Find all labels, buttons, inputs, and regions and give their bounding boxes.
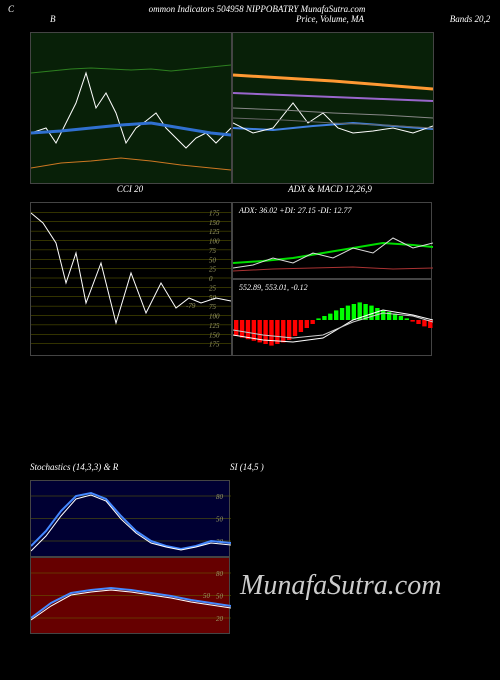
svg-text:150: 150	[209, 219, 220, 227]
svg-text:75: 75	[209, 247, 217, 255]
svg-text:50: 50	[216, 593, 224, 601]
svg-text:50: 50	[216, 516, 224, 524]
svg-text:0: 0	[209, 275, 213, 283]
header-title: ommon Indicators 504958 NIPPOBATRY Munaf…	[149, 4, 366, 14]
svg-text:100: 100	[209, 238, 220, 246]
svg-text:25: 25	[209, 284, 217, 292]
svg-text:20: 20	[216, 615, 224, 623]
rsi-title-area: SI (14,5 )	[230, 462, 490, 472]
svg-text:80: 80	[216, 570, 224, 578]
macd-hist-panel: 552.89, 553.01, -0.12	[232, 279, 432, 356]
svg-text:175: 175	[209, 341, 220, 349]
bands-title: Bands 20,2	[450, 14, 491, 24]
rsi-panel: 80 50 20 50	[30, 557, 230, 634]
cci-panel: 1751501251007550250255075100125150175-79	[30, 202, 232, 356]
stochastics-panel: 805020	[30, 480, 230, 557]
adx-panel: ADX: 36.02 +DI: 27.15 -DI: 12.77	[232, 202, 432, 279]
svg-text:50: 50	[209, 256, 217, 264]
cci-title: CCI 20	[117, 184, 143, 194]
header-left-char: C	[8, 4, 14, 14]
adx-macd-title: ADX & MACD 12,26,9	[288, 184, 372, 194]
price-ma-panel	[232, 32, 434, 184]
svg-text:80: 80	[216, 493, 224, 501]
svg-text:-79: -79	[186, 302, 196, 310]
bollinger-panel	[30, 32, 232, 184]
bollinger-title-b: B	[50, 14, 56, 24]
svg-text:175: 175	[209, 209, 220, 217]
svg-text:552.89, 553.01, -0.12: 552.89, 553.01, -0.12	[239, 283, 308, 292]
svg-text:150: 150	[209, 331, 220, 339]
page-header: C ommon Indicators 504958 NIPPOBATRY Mun…	[0, 0, 500, 18]
price-ma-title: Price, Volume, MA	[296, 14, 364, 24]
svg-text:25: 25	[209, 266, 217, 274]
svg-text:ADX: 36.02 +DI: 27.15 -DI: 12: ADX: 36.02 +DI: 27.15 -DI: 12.77	[238, 206, 352, 215]
svg-text:75: 75	[209, 303, 217, 311]
svg-text:125: 125	[209, 322, 220, 330]
svg-text:100: 100	[209, 313, 220, 321]
svg-text:125: 125	[209, 228, 220, 236]
svg-text:50: 50	[203, 592, 211, 600]
